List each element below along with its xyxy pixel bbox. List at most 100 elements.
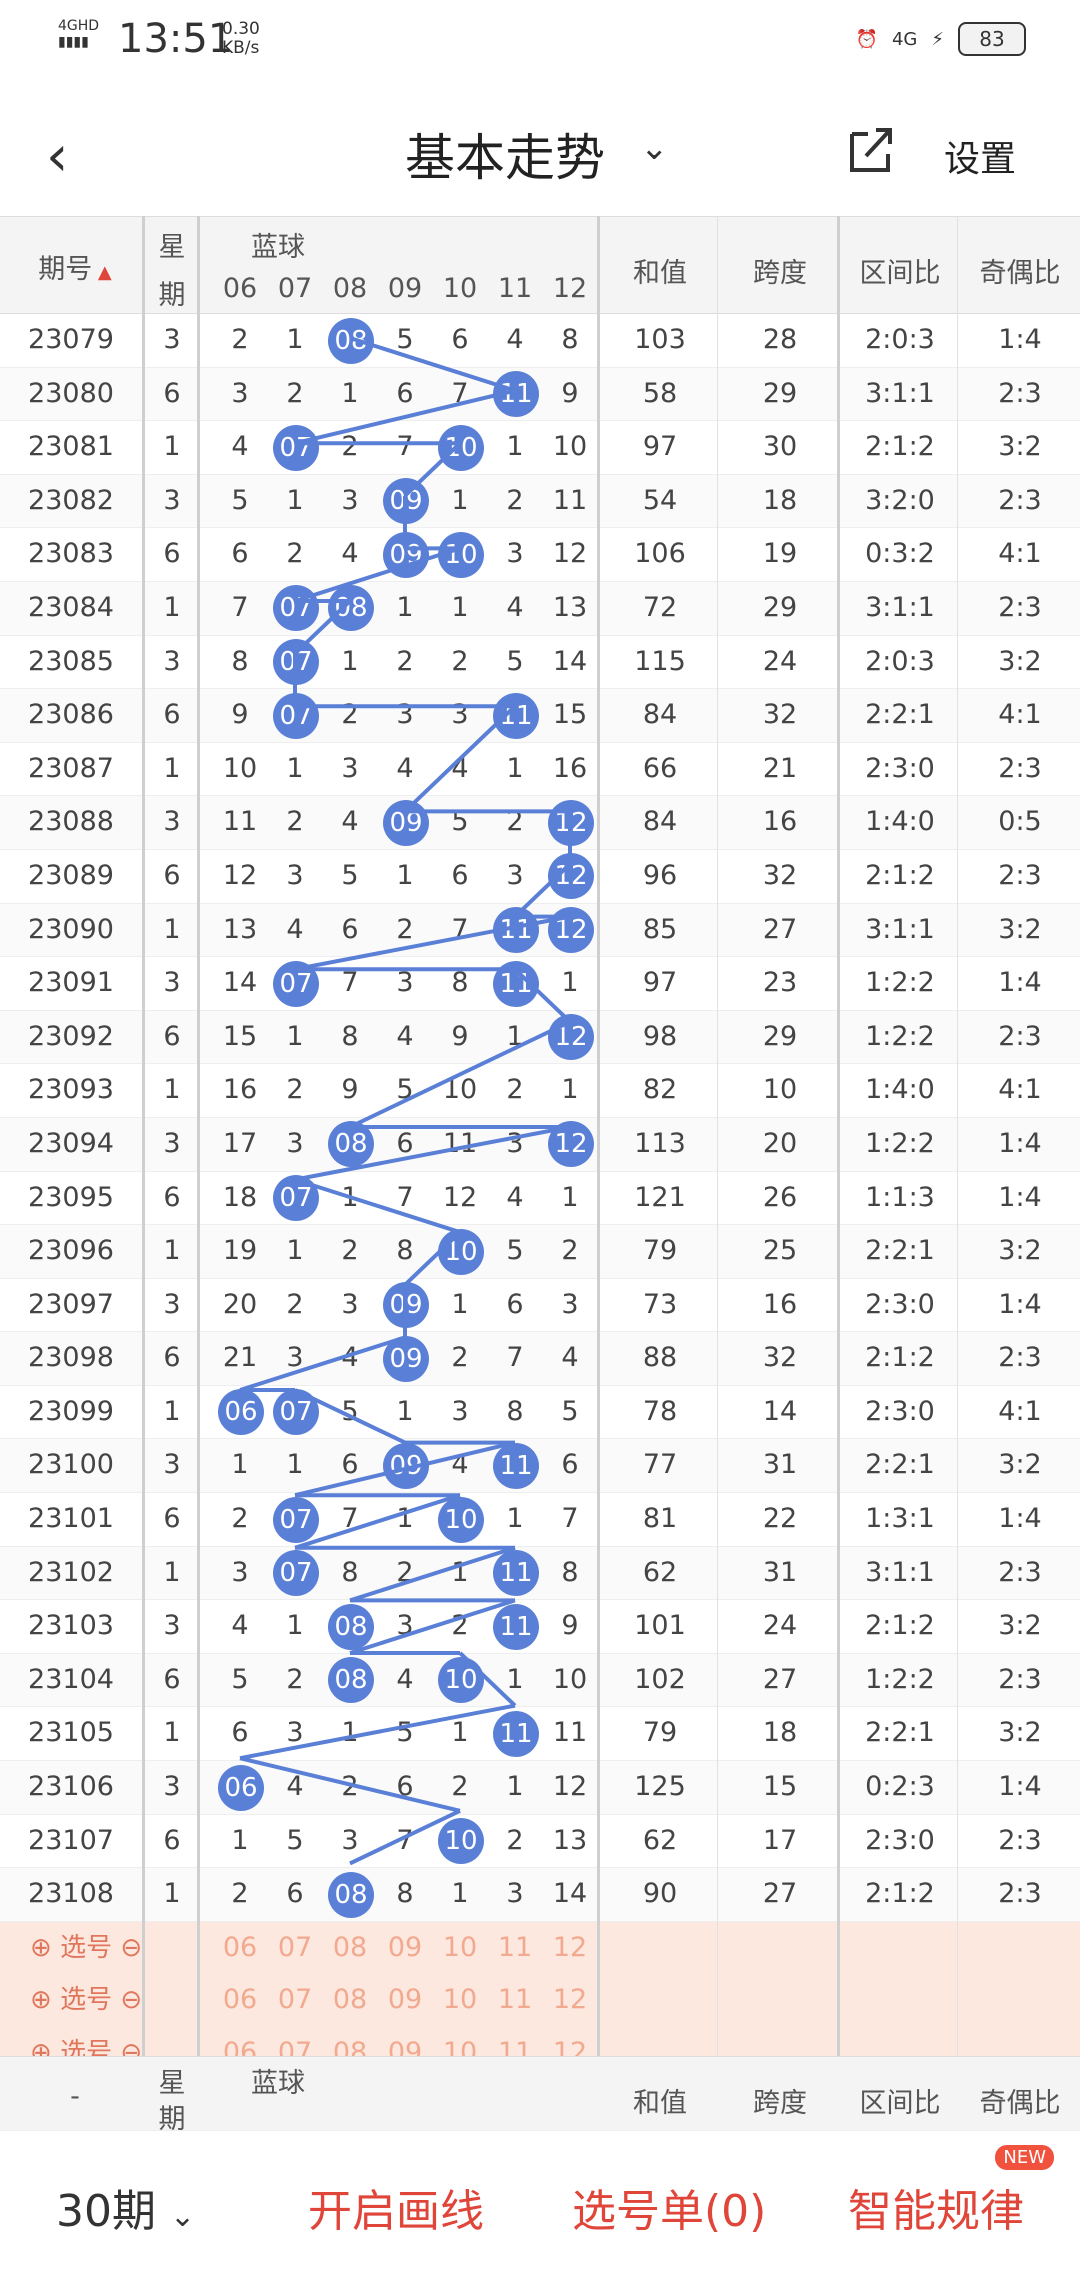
blue-miss-cell: 16 xyxy=(552,752,588,784)
select-number[interactable]: 06 xyxy=(222,1984,258,2016)
page-title[interactable]: 基本走势 xyxy=(405,129,605,187)
span-cell: 27 xyxy=(762,1663,798,1695)
col-period[interactable]: 期号 ▲ xyxy=(20,247,130,286)
selection-list-button[interactable]: 选号单(0) xyxy=(572,2186,767,2237)
period-cell: 23080 xyxy=(28,377,114,409)
select-number[interactable]: 09 xyxy=(387,1931,423,1963)
select-number[interactable]: 09 xyxy=(387,1984,423,2016)
select-number[interactable]: 12 xyxy=(552,1931,588,1963)
oddeven-cell: 3:2 xyxy=(998,431,1042,463)
zone-cell: 2:3:0 xyxy=(865,1395,935,1427)
blue-hit-cell: 11 xyxy=(493,904,539,956)
blue-miss-cell: 8 xyxy=(451,967,469,999)
blue-miss-cell: 6 xyxy=(341,913,359,945)
oddeven-cell: 3:2 xyxy=(998,1449,1042,1481)
col-blue-09: 09 xyxy=(387,273,423,304)
blue-miss-cell: 1 xyxy=(451,591,469,623)
blue-miss-cell: 8 xyxy=(231,645,249,677)
period-cell: 23108 xyxy=(28,1878,114,1910)
blue-miss-cell: 12 xyxy=(222,859,258,891)
blue-miss-cell: 18 xyxy=(222,1181,258,1213)
plus-icon[interactable]: ⊕ xyxy=(30,1932,61,1963)
period-cell: 23105 xyxy=(28,1717,114,1749)
period-selector[interactable]: 30期 ⌄ xyxy=(56,2175,195,2239)
period-cell: 23084 xyxy=(28,591,114,623)
oddeven-cell: 1:4 xyxy=(998,324,1042,355)
blue-miss-cell: 4 xyxy=(286,1771,304,1803)
blue-miss-cell: 7 xyxy=(561,1503,579,1535)
period-cell: 23093 xyxy=(28,1074,114,1106)
divider xyxy=(717,216,718,2136)
blue-miss-cell: 3 xyxy=(506,538,524,570)
select-number[interactable]: 11 xyxy=(497,1931,533,1963)
blue-ball: 10 xyxy=(438,1228,484,1275)
status-bar: 4GHD ▮▮▮▮ 13:51 0.30 KB/s ⏰ 4G ⚡ 83 xyxy=(0,0,1080,86)
blue-hit-cell: 07 xyxy=(273,957,319,1009)
select-number[interactable]: 10 xyxy=(442,1931,478,1963)
blue-miss-cell: 4 xyxy=(451,1449,469,1481)
sort-icon: ▲ xyxy=(92,262,112,283)
blue-ball: 07 xyxy=(273,960,319,1007)
blue-miss-cell: 9 xyxy=(561,377,579,409)
smart-rules-button[interactable]: 智能规律 xyxy=(848,2186,1024,2237)
select-number[interactable]: 07 xyxy=(277,1931,313,1963)
select-number[interactable]: 08 xyxy=(332,1931,368,1963)
blue-miss-cell: 3 xyxy=(506,1127,524,1159)
blue-hit-cell: 12 xyxy=(548,904,594,956)
plus-icon[interactable]: ⊕ xyxy=(30,1985,61,2016)
blue-miss-cell: 7 xyxy=(451,377,469,409)
draw-line-button[interactable]: 开启画线 xyxy=(308,2186,484,2237)
blue-miss-cell: 1 xyxy=(396,859,414,891)
blue-miss-cell: 3 xyxy=(396,967,414,999)
select-number[interactable]: 06 xyxy=(222,1931,258,1963)
select-number[interactable]: 10 xyxy=(442,1984,478,2016)
minus-icon[interactable]: ⊖ xyxy=(112,1932,143,1963)
blue-miss-cell: 2 xyxy=(506,1074,524,1106)
blue-hit-cell: 11 xyxy=(493,368,539,420)
period-cell: 23079 xyxy=(28,324,114,355)
oddeven-cell: 2:3 xyxy=(998,1020,1042,1052)
oddeven-cell: 4:1 xyxy=(998,538,1042,570)
col-week-1: 星 xyxy=(158,232,186,263)
blue-hit-cell: 07 xyxy=(273,421,319,473)
blue-ball: 08 xyxy=(328,1871,374,1918)
select-number[interactable]: 11 xyxy=(497,1984,533,2016)
blue-miss-cell: 4 xyxy=(341,806,359,838)
back-icon[interactable]: ‹ xyxy=(46,124,69,189)
select-number[interactable]: 07 xyxy=(277,1984,313,2016)
sum-cell: 84 xyxy=(642,699,678,731)
blue-hit-cell: 07 xyxy=(273,1493,319,1545)
week-cell: 3 xyxy=(163,1288,181,1320)
blue-miss-cell: 3 xyxy=(341,752,359,784)
zone-cell: 3:1:1 xyxy=(865,591,935,623)
blue-miss-cell: 2 xyxy=(286,1074,304,1106)
bottom-toolbar: 30期 ⌄ 开启画线 选号单(0) 智能规律 NEW xyxy=(0,2130,1080,2281)
period-cell: 23096 xyxy=(28,1235,114,1267)
blue-miss-cell: 5 xyxy=(506,645,524,677)
sum-cell: 97 xyxy=(642,431,678,463)
oddeven-cell: 2:3 xyxy=(998,1824,1042,1856)
select-number-button[interactable]: ⊕ 选号 ⊖ xyxy=(30,1922,142,1974)
period-cell: 23085 xyxy=(28,645,114,677)
span-cell: 22 xyxy=(762,1503,798,1535)
divider xyxy=(597,216,600,2136)
table-row: 23098 6 21 3 4 09 2 7 4 88 32 2:1:2 2:3 xyxy=(0,1332,1080,1386)
period-cell: 23098 xyxy=(28,1342,114,1374)
settings-button[interactable]: 设置 xyxy=(944,139,1017,180)
share-icon[interactable] xyxy=(842,120,900,178)
sum-cell: 82 xyxy=(642,1074,678,1106)
select-number-button[interactable]: ⊕ 选号 ⊖ xyxy=(30,1974,142,2026)
oddeven-cell: 2:3 xyxy=(998,1342,1042,1374)
span-cell: 24 xyxy=(762,1610,798,1642)
select-number[interactable]: 12 xyxy=(552,1984,588,2016)
net-speed: 0.30 KB/s xyxy=(222,20,260,58)
col-week-2: 期 xyxy=(158,280,186,311)
minus-icon[interactable]: ⊖ xyxy=(112,1985,143,2016)
span-cell: 23 xyxy=(762,967,798,999)
period-cell: 23106 xyxy=(28,1771,114,1803)
zone-cell: 2:3:0 xyxy=(865,1288,935,1320)
table-row: 23089 6 12 3 5 1 6 3 12 96 32 2:1:2 2:3 xyxy=(0,850,1080,904)
select-number[interactable]: 08 xyxy=(332,1984,368,2016)
blue-miss-cell: 6 xyxy=(561,1449,579,1481)
chevron-down-icon[interactable]: ⌄ xyxy=(640,128,669,168)
